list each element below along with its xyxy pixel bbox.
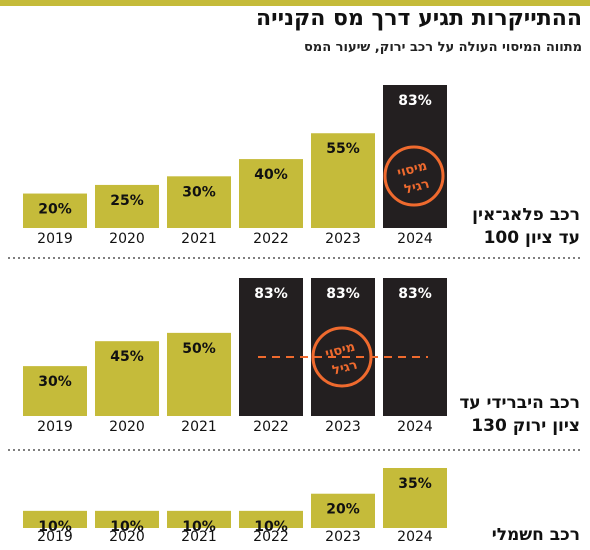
data-label: 35%: [398, 476, 432, 492]
bar-2023-panel-3: [311, 493, 375, 528]
x-tick-label: 2019: [37, 231, 73, 247]
group-label: רכב פלאג־אין: [472, 205, 580, 225]
x-tick-label: 2023: [325, 231, 361, 247]
data-label: 83%: [398, 93, 432, 109]
data-label: 30%: [182, 184, 216, 200]
x-tick-label: 2020: [109, 231, 145, 247]
group-label: רכב חשמלי: [492, 525, 580, 545]
bar-2019-panel-1: [23, 193, 87, 228]
data-label: 83%: [398, 286, 432, 302]
regular-tax-stamp-text: רגיל: [403, 177, 431, 198]
bar-2021-panel-1: [167, 176, 231, 228]
data-label: 10%: [110, 519, 144, 535]
data-label: 10%: [182, 519, 216, 535]
x-tick-label: 2021: [181, 529, 217, 545]
x-tick-label: 2019: [37, 419, 73, 435]
x-tick-label: 2024: [397, 529, 433, 545]
data-label: 45%: [110, 349, 144, 365]
x-tick-label: 2020: [109, 529, 145, 545]
bar-2020-panel-3: [95, 510, 159, 528]
data-label: 20%: [326, 502, 360, 518]
x-tick-label: 2022: [253, 529, 289, 545]
bar-2022-panel-2: [239, 278, 303, 416]
data-label: 10%: [254, 519, 288, 535]
bar-2021-panel-3: [167, 510, 231, 528]
regular-tax-stamp: [383, 145, 445, 207]
group-label: עד ציון 100: [484, 228, 580, 248]
regular-tax-stamp: [311, 326, 373, 388]
x-tick-label: 2024: [397, 231, 433, 247]
x-tick-label: 2019: [37, 529, 73, 545]
data-label: 40%: [254, 167, 288, 183]
bar-2023-panel-2: [311, 278, 375, 416]
x-tick-label: 2021: [181, 231, 217, 247]
bar-2023-panel-1: [311, 133, 375, 228]
data-label: 83%: [254, 286, 288, 302]
regular-tax-stamp-text: רגיל: [331, 358, 359, 379]
chart-title: ההתייקרות תגיע דרך מס הקנייה: [256, 6, 582, 31]
data-label: 55%: [326, 141, 360, 157]
data-label: 10%: [38, 519, 72, 535]
x-tick-label: 2024: [397, 419, 433, 435]
x-tick-label: 2020: [109, 419, 145, 435]
bar-2024-panel-3: [383, 468, 447, 528]
accent-bar: [0, 0, 590, 6]
bar-2024-panel-2: [383, 278, 447, 416]
data-label: 30%: [38, 374, 72, 390]
chart-subtitle: מתווה המיסוי העולה על רכב ירוק, שיעור המ…: [303, 40, 582, 55]
bar-2019-panel-3: [23, 510, 87, 528]
data-label: 20%: [38, 202, 72, 218]
x-tick-label: 2022: [253, 419, 289, 435]
bar-2021-panel-2: [167, 332, 231, 416]
bar-2020-panel-1: [95, 184, 159, 228]
data-label: 50%: [182, 341, 216, 357]
group-label: ציון ירוק 130: [471, 416, 580, 436]
bar-2019-panel-2: [23, 366, 87, 416]
bar-2020-panel-2: [95, 341, 159, 416]
x-tick-label: 2022: [253, 231, 289, 247]
data-label: 83%: [326, 286, 360, 302]
x-tick-label: 2023: [325, 529, 361, 545]
x-tick-label: 2023: [325, 419, 361, 435]
group-label: רכב היברידי עד: [459, 393, 580, 413]
bar-2022-panel-3: [239, 510, 303, 528]
data-label: 25%: [110, 193, 144, 209]
x-tick-label: 2021: [181, 419, 217, 435]
bar-2022-panel-1: [239, 159, 303, 228]
